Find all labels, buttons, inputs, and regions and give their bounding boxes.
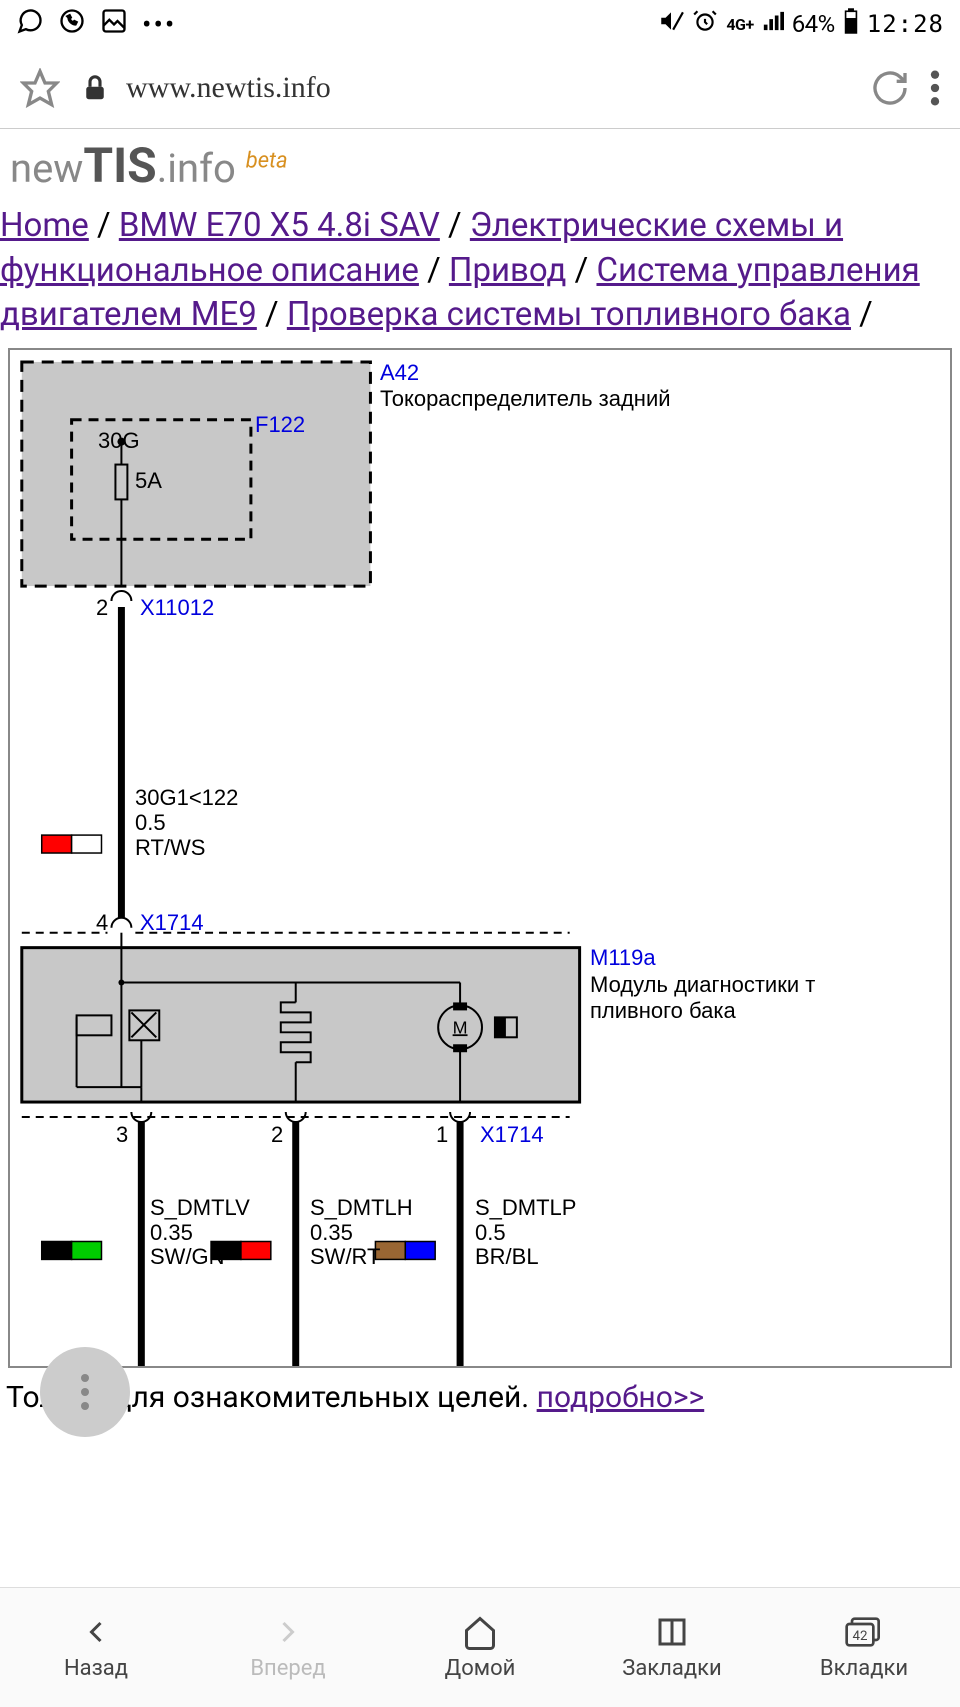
lock-icon	[80, 73, 110, 103]
menu-dots-icon[interactable]	[930, 68, 940, 108]
wire-gauge: 0.35	[150, 1220, 193, 1246]
bookmark-star-icon[interactable]	[20, 68, 60, 108]
connector-id: X1714	[140, 910, 204, 936]
nav-label: Закладки	[622, 1656, 721, 1681]
mute-icon	[658, 8, 684, 40]
pin-label: 3	[116, 1122, 128, 1148]
nav-label: Домой	[445, 1656, 516, 1681]
logo-pre: new	[10, 145, 83, 192]
wire-color: SW/RT	[310, 1244, 380, 1270]
wire-signal: 30G1<122	[135, 785, 238, 811]
browser-address-bar: www.newtis.info	[0, 48, 960, 128]
url-text[interactable]: www.newtis.info	[126, 71, 331, 105]
wire-signal: S_DMTLV	[150, 1195, 250, 1221]
status-bar: ••• 4G+ 64% 12:28	[0, 0, 960, 48]
wire-gauge: 0.5	[135, 810, 166, 836]
wire-color: SW/GN	[150, 1244, 225, 1270]
component-desc: Модуль диагностики тпливного бака	[590, 972, 950, 1024]
network-type: 4G+	[726, 15, 753, 34]
refresh-icon[interactable]	[870, 68, 910, 108]
nav-label: Вперед	[250, 1656, 325, 1681]
more-icon: •••	[142, 8, 176, 41]
nav-label: Назад	[64, 1656, 128, 1681]
connector-id: X1714	[480, 1122, 544, 1148]
wire-signal: S_DMTLH	[310, 1195, 413, 1221]
nav-forward[interactable]: Вперед	[192, 1588, 384, 1707]
wiring-diagram: M	[8, 348, 952, 1368]
pin-label: 1	[436, 1122, 448, 1148]
nav-back[interactable]: Назад	[0, 1588, 192, 1707]
pin-label: 2	[96, 595, 108, 621]
nav-tabs[interactable]: 42 Вкладки	[768, 1588, 960, 1707]
footer-note: Только для ознакомительных целей. подроб…	[0, 1368, 960, 1427]
breadcrumb-link[interactable]: Проверка системы топливного бака	[287, 295, 851, 334]
battery-icon	[843, 8, 859, 40]
logo-main: TIS	[83, 137, 156, 194]
fab-button[interactable]	[40, 1347, 130, 1437]
nav-home[interactable]: Домой	[384, 1588, 576, 1707]
footer-link[interactable]: подробно>>	[537, 1380, 705, 1415]
bottom-nav: Назад Вперед Домой Закладки 42 Вкладки	[0, 1587, 960, 1707]
alarm-icon	[692, 8, 718, 40]
signal-icon	[762, 10, 784, 38]
connector-id: X11012	[140, 595, 214, 621]
pin-label: 4	[96, 910, 108, 936]
site-logo: newTIS.info beta	[0, 129, 960, 198]
fab-dots-icon	[81, 1388, 89, 1396]
whatsapp-icon	[16, 7, 44, 41]
wire-signal: S_DMTLP	[475, 1195, 576, 1221]
pin-label: 2	[271, 1122, 283, 1148]
fuse-id: F122	[255, 412, 305, 438]
component-id: M119a	[590, 945, 656, 971]
wire-color: BR/BL	[475, 1244, 539, 1270]
nav-bookmarks[interactable]: Закладки	[576, 1588, 768, 1707]
fuse-rating: 5A	[135, 468, 162, 494]
wire-gauge: 0.5	[475, 1220, 506, 1246]
logo-post: .info	[157, 145, 236, 192]
component-id: A42	[380, 360, 419, 386]
svg-text:42: 42	[853, 1629, 868, 1644]
breadcrumb-link[interactable]: Привод	[449, 251, 567, 290]
breadcrumb-link[interactable]: Home	[0, 206, 89, 245]
viber-icon	[58, 7, 86, 41]
logo-badge: beta	[246, 149, 288, 174]
nav-label: Вкладки	[820, 1656, 908, 1681]
component-desc: Токораспределитель задний	[380, 386, 671, 412]
fuse-terminal: 30G	[98, 428, 140, 454]
wire-gauge: 0.35	[310, 1220, 353, 1246]
breadcrumb: Home / BMW E70 X5 4.8i SAV / Электрическ…	[0, 198, 960, 348]
clock-time: 12:28	[867, 10, 944, 38]
svg-text:M: M	[453, 1017, 468, 1037]
battery-percent: 64%	[792, 10, 835, 38]
image-icon	[100, 7, 128, 41]
breadcrumb-link[interactable]: BMW E70 X5 4.8i SAV	[119, 206, 440, 245]
wire-color: RT/WS	[135, 835, 205, 861]
